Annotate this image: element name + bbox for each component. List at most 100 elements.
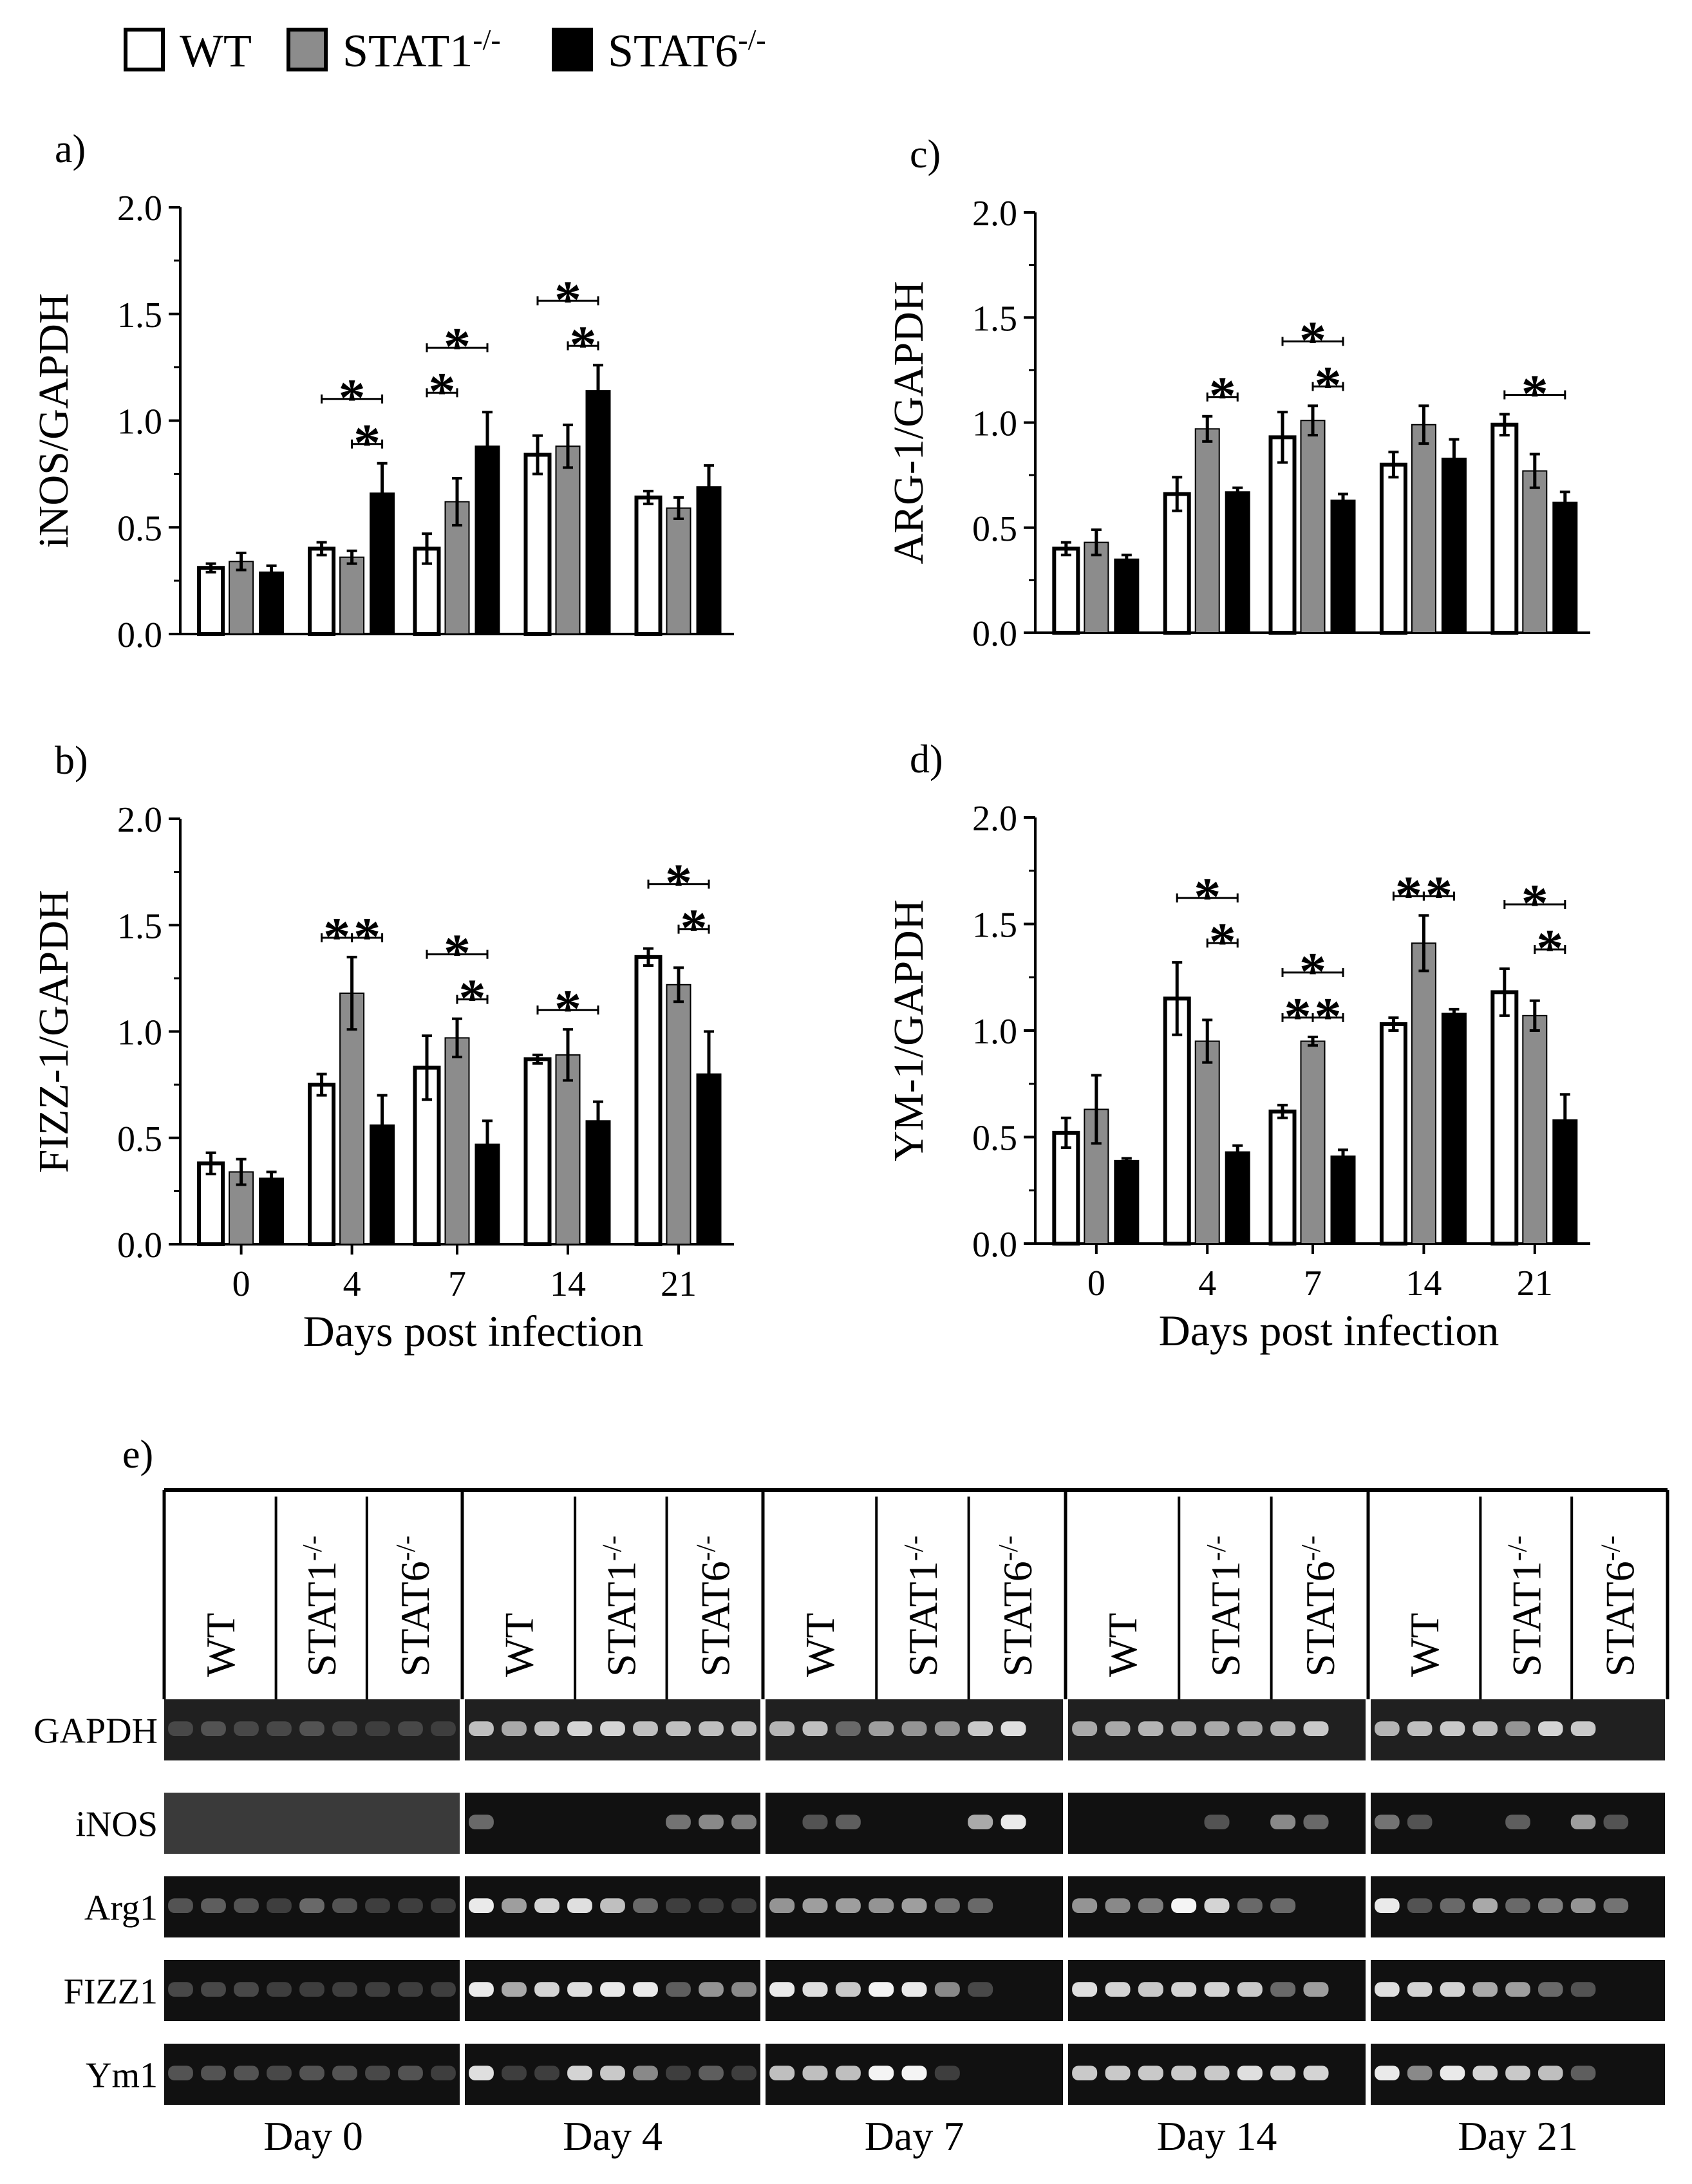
gel-band: [567, 1982, 592, 1997]
gel-band: [769, 1982, 795, 1997]
legend-swatch-2: [552, 28, 593, 71]
gel-band: [365, 1898, 390, 1913]
gel-band: [365, 1721, 390, 1736]
gel-band: [1407, 2066, 1433, 2080]
gel-band: [802, 1982, 828, 1997]
bar-STAT6-/-: [1330, 499, 1356, 633]
bar-WT: [634, 495, 663, 637]
y-tick-label: 0.0: [972, 614, 1017, 654]
gel-band: [1407, 1898, 1433, 1913]
gel-band: [731, 1721, 757, 1736]
y-tick-label: 0.5: [972, 1119, 1017, 1159]
gel-band: [398, 1898, 423, 1913]
gel-panel: e) WT STAT1-/- STAT6-/- WT STAT1-/- STAT6-/- WT…: [33, 1433, 1669, 2159]
gel-band: [168, 1898, 193, 1913]
gel-band: [1270, 1898, 1296, 1913]
y-tick-label: 1.0: [117, 1013, 162, 1053]
gel-band: [769, 1721, 795, 1736]
gel-day-label: Day 14: [1157, 2113, 1277, 2159]
gel-day-label: Day 21: [1458, 2113, 1578, 2159]
bar-STAT1-/-: [1300, 1040, 1326, 1245]
gel-band: [1505, 1898, 1530, 1913]
gel-band: [666, 1721, 691, 1736]
gel-band: [1072, 1982, 1098, 1997]
gel-band: [901, 1982, 927, 1997]
bar-WT: [1163, 996, 1191, 1246]
gel-band: [802, 1815, 828, 1829]
gel-band: [835, 1721, 861, 1736]
gel-band: [731, 2066, 757, 2080]
y-tick-label: 0.0: [972, 1225, 1017, 1265]
gel-band: [1603, 1815, 1629, 1829]
gel-band: [267, 1898, 292, 1913]
gel-band: [633, 1721, 658, 1736]
gel-band: [731, 1982, 757, 1997]
gel-band: [1204, 1721, 1230, 1736]
gel-band: [534, 1721, 559, 1736]
gel-band: [666, 1898, 691, 1913]
gel-band: [469, 1721, 494, 1736]
bar-STAT1-/-: [1411, 424, 1436, 633]
gel-band: [1138, 1898, 1163, 1913]
gel-band: [968, 1721, 993, 1736]
panel-label: c): [910, 133, 941, 176]
bar-WT: [1163, 492, 1191, 635]
gel-band: [332, 1982, 357, 1997]
bar-STAT6-/-: [1330, 1155, 1356, 1245]
gel-column-label-0: WT: [1402, 1613, 1447, 1677]
gel-row-label: GAPDH: [33, 1712, 158, 1751]
gel-band: [1570, 1982, 1596, 1997]
bar-STAT1-/-: [1522, 470, 1548, 633]
gel-band: [1270, 1721, 1296, 1736]
legend-label-1: STAT1-/-: [343, 23, 501, 77]
x-tick-label: 21: [1517, 1264, 1553, 1303]
significance-star: *: [1425, 865, 1452, 925]
gel-band: [234, 1898, 259, 1913]
gel-band: [1072, 2066, 1098, 2080]
bar-WT: [1379, 1022, 1407, 1246]
significance-star: *: [1521, 364, 1548, 424]
gel-column-label-0: WT: [198, 1613, 243, 1677]
bar-STAT1-/-: [1084, 541, 1109, 633]
gel-band: [1237, 1898, 1263, 1913]
significance-star: *: [339, 368, 366, 428]
bar-WT: [413, 1065, 441, 1247]
gel-band: [731, 1815, 757, 1829]
bar-STAT6-/-: [1441, 458, 1467, 633]
bar-WT: [523, 1057, 552, 1246]
x-tick-label: 7: [1304, 1264, 1322, 1303]
significance-star: *: [323, 907, 350, 967]
gel-band: [1505, 1982, 1530, 1997]
gel-band: [567, 1898, 592, 1913]
gel-band: [633, 1898, 658, 1913]
bar-STAT6-/-: [1225, 491, 1250, 633]
gel-band: [699, 1898, 724, 1913]
gel-band: [201, 1721, 226, 1736]
y-tick-label: 0.0: [117, 1226, 162, 1265]
gel-row-label: FIZZ1: [64, 1972, 158, 2012]
gel-band: [1204, 1815, 1230, 1829]
gel-band: [1537, 1982, 1563, 1997]
gel-band: [502, 1898, 527, 1913]
gel-band: [1472, 1721, 1498, 1736]
significance-star: *: [1194, 867, 1221, 927]
gel-band: [1570, 1721, 1596, 1736]
bar-STAT6-/-: [1225, 1151, 1250, 1245]
significance-star: *: [570, 315, 597, 375]
bar-WT: [1490, 990, 1519, 1246]
gel-band: [1505, 1815, 1530, 1829]
gel-panel-label: e): [122, 1433, 153, 1477]
gel-band: [1505, 1721, 1530, 1736]
gel-day-label: Day 0: [263, 2113, 363, 2159]
gel-band: [1570, 1815, 1596, 1829]
gel-band: [968, 1815, 993, 1829]
y-tick-label: 2.0: [117, 189, 162, 229]
x-tick-label: 4: [343, 1264, 361, 1304]
x-tick-label: 21: [661, 1264, 697, 1304]
bar-STAT1-/-: [229, 561, 254, 635]
gel-band: [1171, 1721, 1197, 1736]
gel-band: [869, 1982, 894, 1997]
